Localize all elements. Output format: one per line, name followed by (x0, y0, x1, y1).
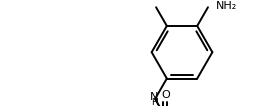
Text: O: O (161, 90, 170, 100)
Text: NH₂: NH₂ (216, 1, 237, 11)
Text: H: H (151, 98, 157, 107)
Text: N: N (150, 92, 158, 102)
